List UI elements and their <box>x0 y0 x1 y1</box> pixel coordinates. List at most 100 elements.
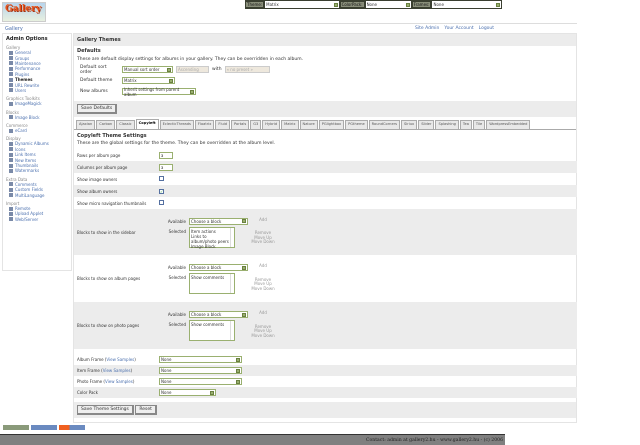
reset-button[interactable]: Reset <box>135 405 157 415</box>
save-defaults-button[interactable]: Save Defaults <box>77 104 118 114</box>
tab-slider[interactable]: Slider <box>418 120 435 129</box>
sidebar-item-watermarks[interactable]: Watermarks <box>6 168 68 173</box>
tab-g3[interactable]: G3 <box>250 120 262 129</box>
selected-block-item[interactable]: Item actions <box>191 228 216 234</box>
sidebar-item-themes[interactable]: Themes <box>6 77 68 82</box>
logout-link[interactable]: Logout <box>478 26 495 31</box>
theme-select[interactable]: Matrix <box>265 1 339 8</box>
scrollbar[interactable] <box>230 274 234 293</box>
view-samples-link[interactable]: View Samples <box>106 357 135 362</box>
sidebar-item-ecard[interactable]: eCard <box>6 128 68 133</box>
sidebar-item-custom-fields[interactable]: Custom Fields <box>6 187 68 192</box>
sidebar-group-label: Graphics Toolkits <box>6 96 40 102</box>
tab-fluid[interactable]: Fluid <box>215 120 231 129</box>
tab-carbon[interactable]: Carbon <box>96 120 116 129</box>
add-button[interactable]: Add <box>259 216 267 222</box>
selected-block-item[interactable]: Links to album/photo peers <box>191 233 229 244</box>
sidebar-item-users[interactable]: Users <box>6 88 68 93</box>
remove-button[interactable]: Remove <box>254 230 272 236</box>
frames-select[interactable]: None <box>432 1 501 8</box>
photo-selected-list[interactable]: Show comments <box>189 320 235 341</box>
tab-ajaxian[interactable]: Ajaxian <box>76 120 96 129</box>
sidebar-item-groups[interactable]: Groups <box>6 55 68 61</box>
sidebar-item-performance[interactable]: Performance <box>6 66 68 71</box>
move-up-button[interactable]: Move Up <box>254 234 272 240</box>
save-theme-settings-button[interactable]: Save Theme Settings <box>77 405 134 415</box>
sidebar-item-multilanguage[interactable]: MultiLanguage <box>6 192 68 198</box>
sidebar-item-icons[interactable]: Icons <box>6 147 68 152</box>
album_frame-select[interactable]: None <box>159 356 242 363</box>
view-samples-link[interactable]: View Samples <box>105 379 133 384</box>
sidebar-item-comments[interactable]: Comments <box>6 182 68 187</box>
tab-nature[interactable]: Nature <box>299 120 318 129</box>
default-theme-select[interactable]: Matrix <box>122 77 175 84</box>
remove-button[interactable]: Remove <box>254 276 272 282</box>
micro-nav-checkbox[interactable] <box>159 200 164 205</box>
sidebar-item-general[interactable]: General <box>6 50 68 55</box>
sidebar-item-imagemagick[interactable]: ImageMagick <box>6 101 68 106</box>
photo-available-select[interactable]: Choose a block <box>189 311 248 318</box>
add-button[interactable]: Add <box>259 310 267 315</box>
photo_frame-select[interactable]: None <box>159 378 242 385</box>
move-down-button[interactable]: Move Down <box>251 239 275 245</box>
sidebar-selected-list[interactable]: Item actions Links to album/photo peers Im… <box>189 226 235 249</box>
tab-portals[interactable]: Portals <box>231 120 250 129</box>
move-up-button[interactable]: Move Up <box>254 281 272 287</box>
album-owners-checkbox[interactable]: ✓ <box>159 188 164 194</box>
tab-hybrid[interactable]: Hybrid <box>262 120 281 129</box>
sidebar-item-dynamic-albums[interactable]: Dynamic Albums <box>6 141 68 146</box>
tab-matrix[interactable]: Matrix <box>281 120 299 129</box>
tab-tile[interactable]: Tile <box>472 120 486 129</box>
sidebar-item-thumbnails[interactable]: Thumbnails <box>6 163 68 168</box>
move-down-button[interactable]: Move Down <box>251 285 275 291</box>
move-up-button[interactable]: Move Up <box>254 328 272 334</box>
sort-order-select[interactable]: Manual sort order <box>122 66 173 73</box>
sidebar-item-maintenance[interactable]: Maintenance <box>6 61 68 66</box>
new-albums-select[interactable]: Inherit settings from parent album <box>122 87 196 97</box>
tab-wordpressembedded[interactable]: WordpressEmbedded <box>486 120 531 129</box>
tab-eclecticthreads[interactable]: EclecticThreads <box>159 120 194 129</box>
image-owners-checkbox[interactable] <box>159 176 164 181</box>
tab-tea[interactable]: Tea <box>459 120 472 129</box>
scrollbar[interactable] <box>230 227 234 247</box>
scrollbar[interactable] <box>230 321 234 340</box>
tab-copyleft[interactable]: Copyleft <box>135 119 159 129</box>
rows-per-page-input[interactable] <box>159 151 173 159</box>
tab-roundcorners[interactable]: RoundCorners <box>368 120 401 129</box>
album-available-select[interactable]: Choose a block <box>189 264 248 271</box>
add-button[interactable]: Add <box>259 263 267 268</box>
site-admin-link[interactable]: Site Admin <box>415 26 440 31</box>
tab-floatrix[interactable]: Floatrix <box>194 120 215 129</box>
remove-button[interactable]: Remove <box>254 323 272 329</box>
colorpack-select[interactable]: None <box>365 1 411 8</box>
tab-classic[interactable]: Classic <box>116 120 135 129</box>
tab-siriux[interactable]: Siriux <box>401 120 418 129</box>
view-samples-link[interactable]: View Samples <box>102 368 131 373</box>
columns-per-page-input[interactable] <box>159 163 173 171</box>
sidebar-item-web-server[interactable]: Web/Server <box>6 217 68 222</box>
tab-pglightbox[interactable]: PGlightbox <box>318 120 345 129</box>
tab-splashing[interactable]: Splashing <box>435 120 459 129</box>
sidebar-item-remote[interactable]: Remote <box>6 206 68 211</box>
selected-block-item[interactable]: Show comments <box>191 322 225 327</box>
gallery-badge[interactable] <box>31 425 57 430</box>
gallery-logo[interactable]: Gallery <box>2 2 46 22</box>
selected-block-item[interactable]: Show comments <box>191 275 225 280</box>
sidebar-item-plugins[interactable]: Plugins <box>6 72 68 77</box>
move-down-button[interactable]: Move Down <box>251 332 275 338</box>
sidebar-item-link-items[interactable]: Link Items <box>6 152 68 157</box>
album-selected-list[interactable]: Show comments <box>189 273 235 294</box>
gallery-version-badge[interactable] <box>59 425 85 430</box>
tab-pgtheme[interactable]: PGtheme <box>345 120 368 129</box>
sidebar-available-select[interactable]: Choose a block <box>189 217 248 225</box>
sidebar-item-image-block[interactable]: Image Block <box>6 115 68 120</box>
item_frame-select[interactable]: None <box>159 367 242 374</box>
your-account-link[interactable]: Your Account <box>444 26 474 31</box>
sidebar-item-upload-applet[interactable]: Upload Applet <box>6 211 68 216</box>
breadcrumb-gallery[interactable]: Gallery <box>5 26 23 32</box>
selected-block-item[interactable]: Image Block <box>191 243 216 249</box>
sidebar-item-new-items[interactable]: New Items <box>6 157 68 163</box>
xhtml-badge[interactable] <box>3 425 29 430</box>
sidebar-item-url-rewrite[interactable]: URL Rewrite <box>6 82 68 88</box>
color-pack-select[interactable]: None <box>159 389 216 396</box>
